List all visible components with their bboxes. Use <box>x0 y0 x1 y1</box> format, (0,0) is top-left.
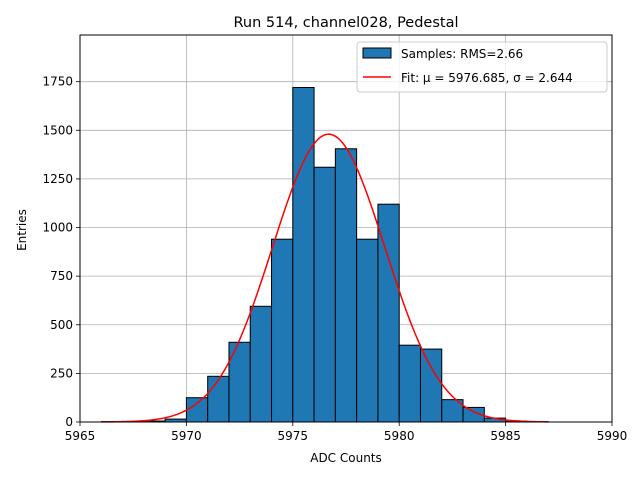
y-tick-label: 1750 <box>42 75 73 89</box>
histogram-bar <box>313 166 336 423</box>
legend-swatch-histogram <box>362 47 392 59</box>
plot-area <box>79 34 613 423</box>
x-tick-label: 5975 <box>278 429 309 443</box>
y-tick-label: 0 <box>65 415 73 429</box>
histogram-bar <box>185 397 209 423</box>
y-axis: 0 250 500 750 1000 1250 1500 1750 <box>42 75 80 429</box>
histogram-bar <box>356 238 379 423</box>
histogram-bars <box>100 87 549 423</box>
histogram-bar <box>207 375 230 423</box>
y-tick-label: 1250 <box>42 172 73 186</box>
x-tick-label: 5965 <box>65 429 96 443</box>
x-axis: 5965 5970 5975 5980 5985 5990 <box>65 422 628 443</box>
histogram-bar <box>334 148 358 423</box>
legend-label-histogram: Samples: RMS=2.66 <box>401 47 523 61</box>
x-axis-label: ADC Counts <box>310 451 382 465</box>
x-tick-label: 5970 <box>171 429 202 443</box>
y-tick-label: 500 <box>50 318 73 332</box>
legend: Samples: RMS=2.66 Fit: μ = 5976.685, σ =… <box>356 41 608 93</box>
x-tick-label: 5985 <box>490 429 521 443</box>
y-tick-label: 750 <box>50 269 73 283</box>
histogram-bar <box>419 348 443 423</box>
legend-frame <box>356 41 608 93</box>
x-tick-label: 5990 <box>597 429 628 443</box>
y-tick-label: 1000 <box>42 221 73 235</box>
x-tick-label: 5980 <box>384 429 415 443</box>
y-tick-label: 1500 <box>42 123 73 137</box>
histogram-bar <box>249 305 273 423</box>
histogram-bar <box>398 344 421 423</box>
chart-title: Run 514, channel028, Pedestal <box>233 15 458 31</box>
histogram-bar <box>271 238 294 423</box>
legend-label-fit: Fit: μ = 5976.685, σ = 2.644 <box>401 71 573 85</box>
fit-curve <box>101 133 549 423</box>
y-tick-label: 250 <box>50 366 73 380</box>
histogram-bar <box>292 87 315 423</box>
y-axis-label: Entries <box>15 209 29 251</box>
